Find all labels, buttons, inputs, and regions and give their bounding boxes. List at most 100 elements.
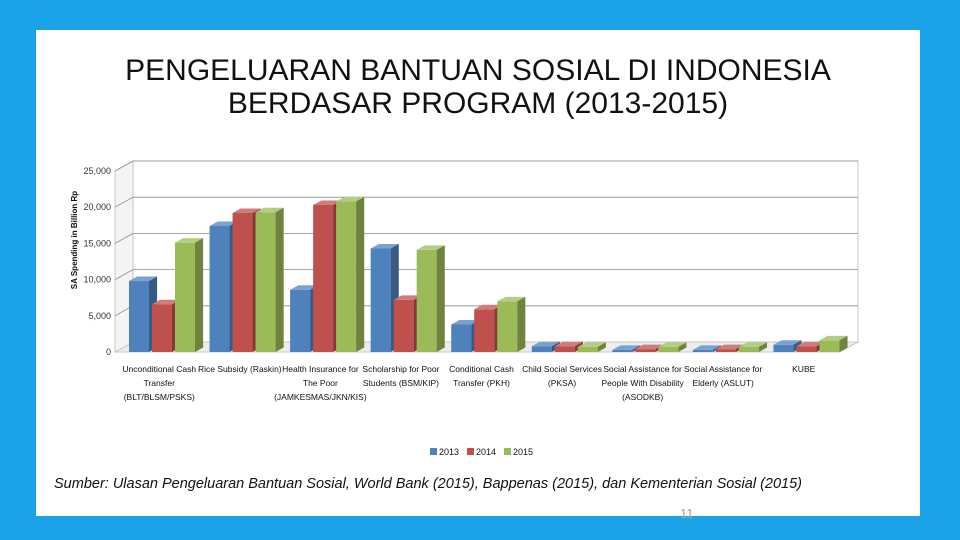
y-gridline [114,269,858,280]
x-category-label: Unconditional Cash Transfer (BLT/BLSM/PSKS… [122,364,196,402]
y-tick-label: 15,000 [83,238,111,248]
x-category-label: Social Assistance for Elderly (ASLUT) [684,364,763,388]
x-category-label: Conditional Cash Transfer (PKH) [449,364,514,388]
bar-top [773,340,802,345]
bar-front [313,205,334,352]
y-axis-title: SA Spending in Billion Rp [70,191,79,289]
bar-top [635,344,664,350]
x-category-label: Social Assistance for People With Disabil… [602,364,685,402]
x-category-label-line: (BLT/BLSM/PSKS) [124,392,195,402]
bar-top [393,295,422,300]
bar-front [393,299,414,352]
bar-top [255,207,284,213]
x-category-label-line: KUBE [792,364,815,374]
bar-top [370,243,399,249]
y-gridline [114,232,858,244]
bar-top [577,342,606,347]
bar-top [175,238,204,243]
x-category-label: Child Social Services (PKSA) [522,364,602,388]
y-tick-label: 10,000 [83,275,111,285]
bar-top [290,285,319,290]
x-category-label-line: Scholarship for Poor [362,364,439,374]
y-gridline [114,196,858,208]
bar-top [152,299,181,305]
bar-2015 [497,296,526,352]
bar-side [275,207,284,352]
y-tick-label: 5,000 [88,311,111,321]
x-category-label-line: Elderly (ASLUT) [692,378,754,388]
x-category-label-line: People With Disability [602,378,685,388]
page-number: 11 [680,506,694,521]
x-category-label: Scholarship for Poor Students (BSM/KIP) [362,364,439,388]
bar-front [497,301,518,352]
legend-swatch-2015 [504,448,511,455]
x-category-label-line: (JAMKESMAS/JKN/KIS) [274,392,367,402]
bar-front [370,248,391,352]
bar-front [209,226,230,352]
bar-front [577,346,598,352]
bar-top [738,342,767,347]
bar-front [658,346,679,352]
bar-side [517,296,526,352]
legend-label-2014: 2014 [476,447,496,457]
source-note: Sumber: Ulasan Pengeluaran Bantuan Sosia… [54,476,803,492]
bar-top [313,200,342,206]
bar-side [758,342,767,352]
y-tick-label: 0 [106,347,111,357]
x-category-label-line: Conditional Cash [449,364,514,374]
x-category-label: Rice Subsidy (Raskin) [198,364,282,374]
bar-2015 [819,335,848,352]
bar-2015 [577,342,606,352]
bar-front [738,346,759,352]
bar-front [635,349,656,352]
x-category-label-line: Child Social Services [522,364,602,374]
bar-side [356,196,365,352]
bar-chart: 0 5,000 10,000 15,000 20,000 25,000 SA Spendin… [70,160,860,457]
bar-front [175,242,195,352]
bar-front [336,201,357,352]
bar-top [129,276,158,282]
bar-2015 [738,342,767,352]
x-category-label-line: The Poor [303,378,338,388]
bar-top [336,196,365,202]
x-category-label-line: Transfer [144,378,176,388]
bar-2015 [416,245,445,352]
bar-side [839,335,848,352]
bar-2015 [175,238,204,352]
bar-2015 [336,196,365,352]
bar-side [436,245,445,352]
bar-top [554,341,583,347]
bar-top [612,345,641,350]
bar-side [678,342,687,352]
bar-front [474,309,495,352]
y-tick-label: 25,000 [83,166,111,176]
bar-2015 [255,207,284,352]
legend-label-2013: 2013 [439,447,459,457]
bar-front [531,346,552,352]
bar-front [129,281,149,352]
bar-side [195,238,204,352]
title-line-2: BERDASAR PROGRAM (2013-2015) [227,87,729,120]
y-gridline [114,160,858,172]
x-category-label-line: Students (BSM/KIP) [363,378,439,388]
bar-front [554,346,575,352]
x-category-label-line: Health Insurance for [282,364,359,374]
x-category-label-line: Social Assistance for [684,364,763,374]
y-tick-label: 20,000 [83,202,111,212]
bar-top [658,342,687,347]
bar-front [796,346,817,352]
x-category-label-line: (PKSA) [548,378,577,388]
bar-top [531,341,560,347]
title-line-1: PENGELUARAN BANTUAN SOSIAL DI INDONESIA [125,54,831,87]
bar-top [416,245,445,250]
bar-top [497,296,526,302]
bar-top [451,319,480,325]
bar-front [416,249,437,352]
bar-front [451,324,472,352]
legend-swatch-2013 [430,448,437,455]
bar-top [232,208,261,213]
bar-front [232,212,253,352]
bar-top [715,344,744,350]
bar-top [474,304,503,310]
bar-front [255,212,276,352]
